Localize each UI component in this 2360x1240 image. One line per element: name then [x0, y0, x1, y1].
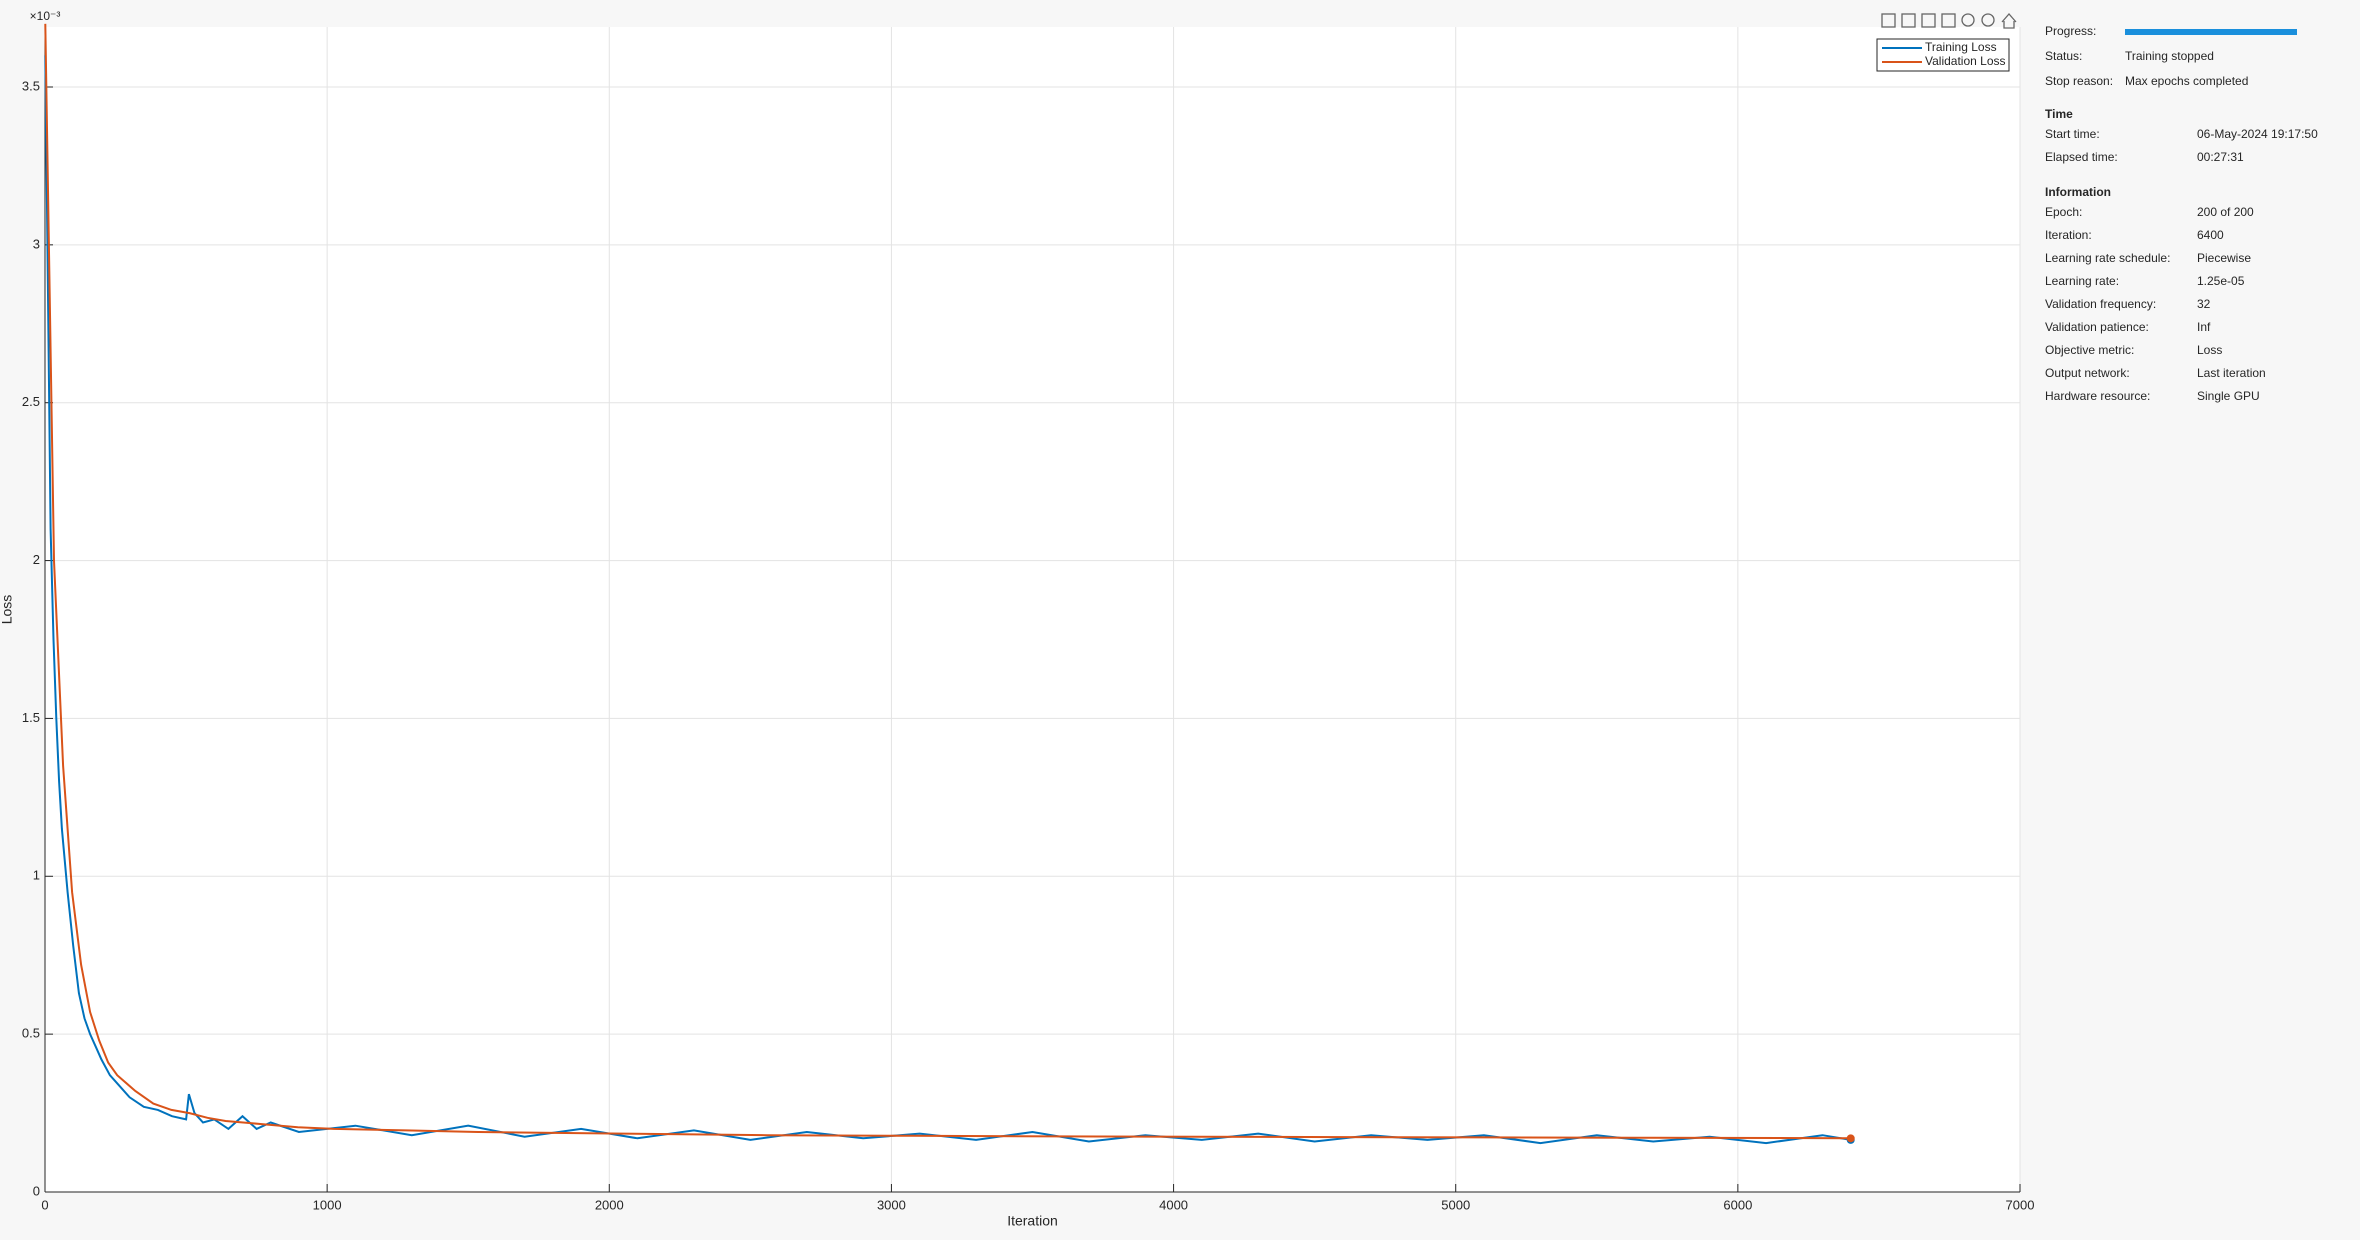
y-tick-label: 2.5 [22, 394, 40, 409]
x-tick-label: 4000 [1159, 1197, 1188, 1212]
info-value: 1.25e-05 [2197, 274, 2245, 288]
info-label: Output network: [2045, 366, 2130, 380]
info-value: 200 of 200 [2197, 205, 2254, 219]
status-label: Stop reason: [2045, 74, 2113, 88]
info-value: 32 [2197, 297, 2211, 311]
legend-label: Validation Loss [1925, 54, 2006, 68]
info-value: 00:27:31 [2197, 150, 2244, 164]
x-tick-label: 5000 [1441, 1197, 1470, 1212]
toolbar-icon[interactable] [1981, 13, 1995, 27]
y-tick-label: 0 [33, 1183, 40, 1198]
info-value: Inf [2197, 320, 2211, 334]
info-label: Iteration: [2045, 228, 2092, 242]
x-tick-label: 3000 [877, 1197, 906, 1212]
x-tick-label: 0 [41, 1197, 48, 1212]
progress-label: Progress: [2045, 24, 2096, 38]
legend-label: Training Loss [1925, 40, 1997, 54]
info-label: Start time: [2045, 127, 2100, 141]
toolbar-icon[interactable] [1901, 13, 1916, 28]
status-value: Training stopped [2125, 49, 2214, 63]
toolbar-icon[interactable] [1941, 13, 1956, 28]
legend-box [1876, 38, 2010, 72]
toolbar-icon[interactable] [1961, 13, 1975, 27]
info-label: Validation patience: [2045, 320, 2149, 334]
toolbar-icon[interactable] [1881, 13, 1896, 28]
info-value: Loss [2197, 343, 2222, 357]
info-value: Piecewise [2197, 251, 2251, 265]
info-label: Elapsed time: [2045, 150, 2118, 164]
y-tick-label: 1.5 [22, 710, 40, 725]
info-value: Single GPU [2197, 389, 2260, 403]
y-tick-label: 1 [33, 868, 40, 883]
x-axis-label: Iteration [1007, 1213, 1058, 1229]
x-tick-label: 7000 [2006, 1197, 2035, 1212]
toolbar-icon[interactable] [2001, 13, 2017, 29]
info-label: Objective metric: [2045, 343, 2134, 357]
x-tick-label: 1000 [313, 1197, 342, 1212]
plot-area [45, 27, 2020, 1192]
status-label: Status: [2045, 49, 2082, 63]
info-label: Validation frequency: [2045, 297, 2156, 311]
info-label: Learning rate: [2045, 274, 2119, 288]
loss-line [44, 55, 1851, 1145]
final-point [1846, 1134, 1855, 1143]
section-title: Information [2045, 185, 2111, 199]
x-tick-label: 6000 [1723, 1197, 1752, 1212]
plot-toolbar[interactable] [1881, 13, 2017, 29]
info-value: 6400 [2197, 228, 2224, 242]
status-value: Max epochs completed [2125, 74, 2248, 88]
info-value: Last iteration [2197, 366, 2266, 380]
y-tick-label: 3.5 [22, 78, 40, 93]
info-label: Epoch: [2045, 205, 2082, 219]
info-value: 06-May-2024 19:17:50 [2197, 127, 2318, 141]
x-tick-label: 2000 [595, 1197, 624, 1212]
y-tick-label: 3 [33, 236, 40, 251]
y-tick-label: 2 [33, 552, 40, 567]
y-axis-label: Loss [0, 595, 15, 625]
info-label: Hardware resource: [2045, 389, 2150, 403]
section-title: Time [2045, 107, 2073, 121]
info-label: Learning rate schedule: [2045, 251, 2170, 265]
y-exponent: ×10⁻³ [30, 9, 61, 23]
y-tick-label: 0.5 [22, 1026, 40, 1041]
progress-bar [2125, 29, 2297, 35]
loss-line [44, 23, 1851, 1140]
toolbar-icon[interactable] [1921, 13, 1936, 28]
